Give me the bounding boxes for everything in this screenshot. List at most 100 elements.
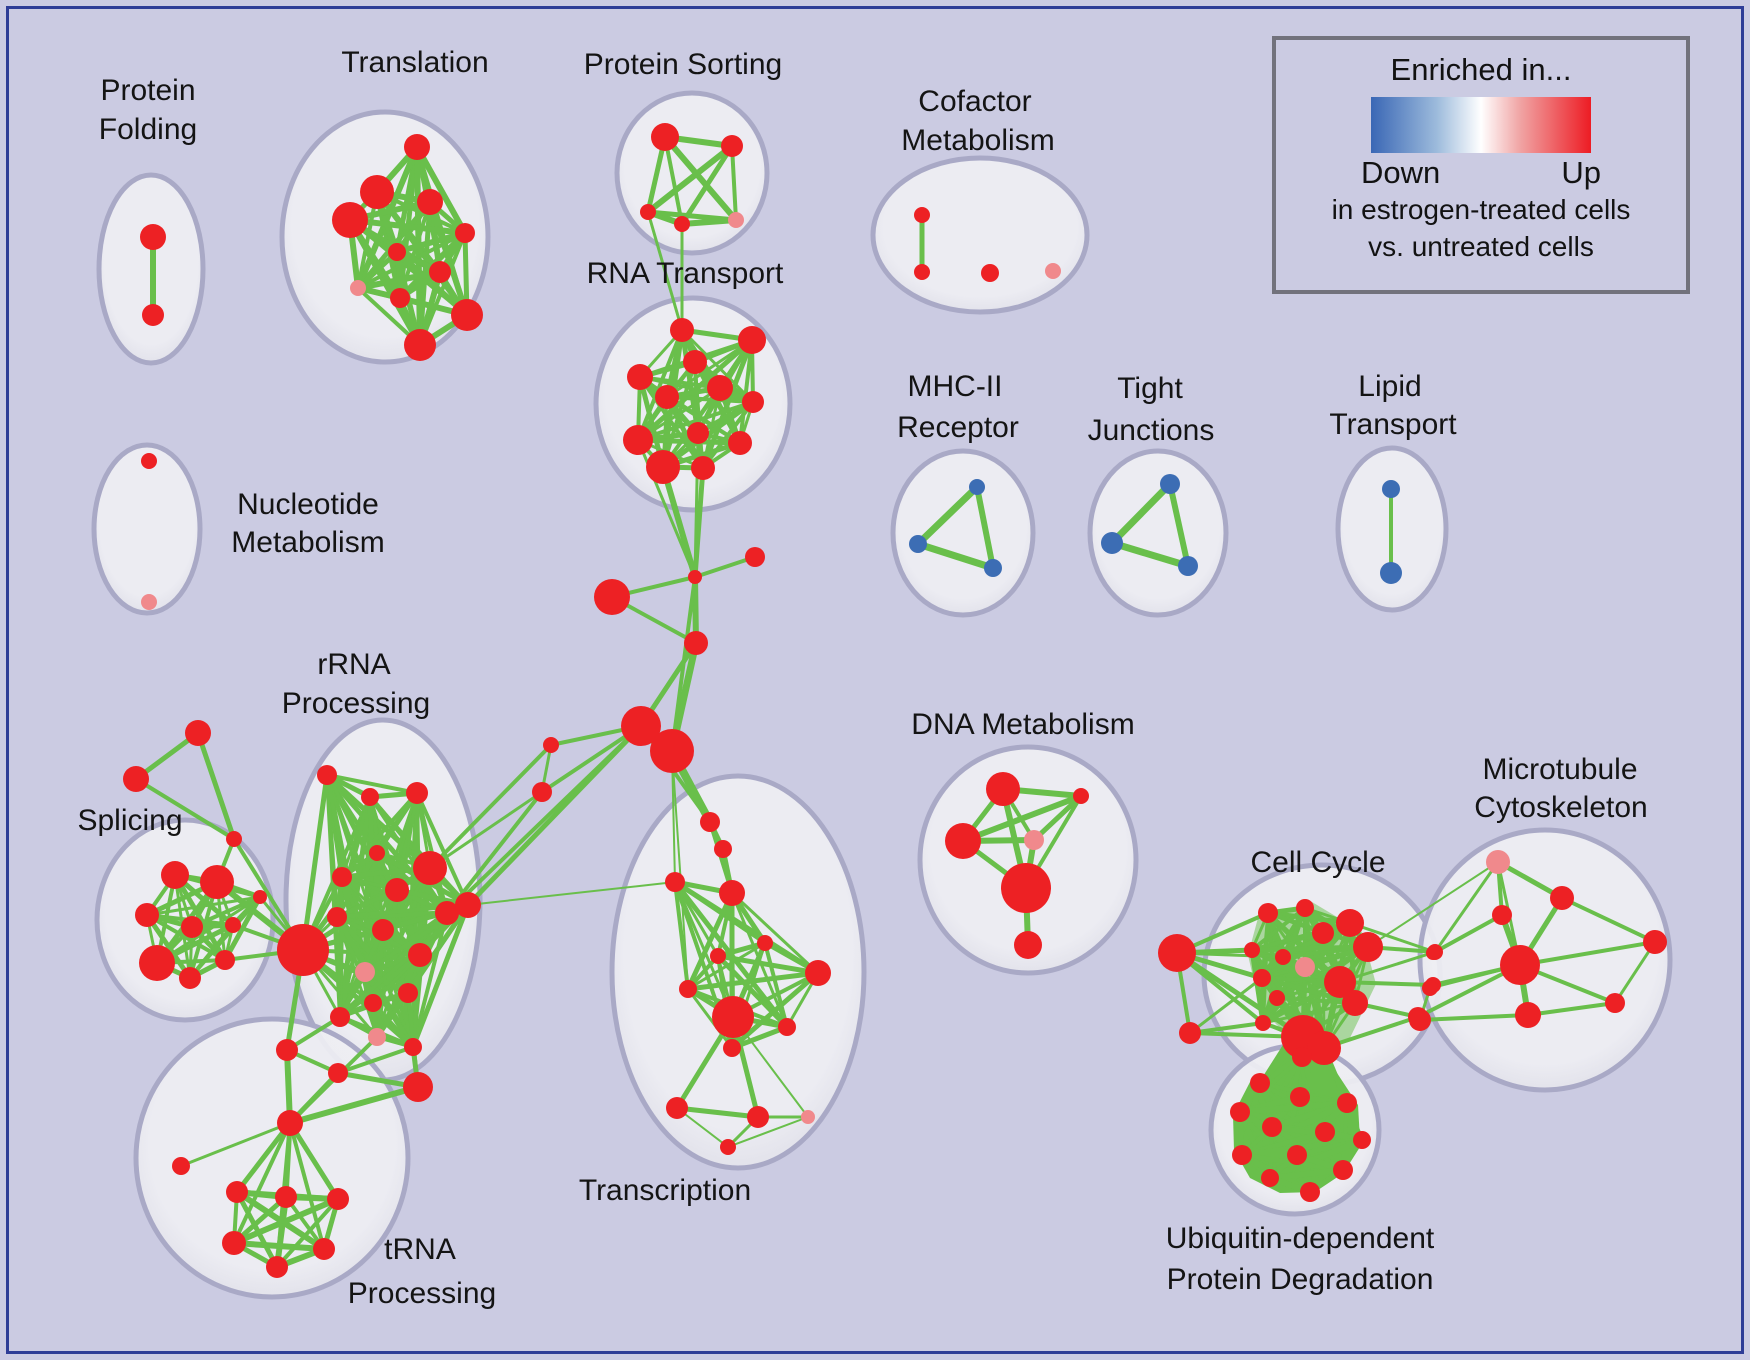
edge [411,953,422,1049]
edge [1367,861,1499,948]
node-sp8 [215,950,235,970]
node-tr11 [404,329,436,361]
node-l1 [1382,480,1400,498]
edge [362,969,416,1050]
node-rt10 [728,431,752,455]
node-sp2 [200,865,234,899]
node-tc3 [665,872,685,892]
node-rt7 [742,391,764,413]
node-mt2 [1550,886,1574,910]
node-ub13 [1300,1182,1320,1202]
edge [415,791,470,907]
node-ps1 [651,123,679,151]
edge [730,891,820,975]
edge [685,890,735,992]
node-mt7 [1515,1002,1541,1028]
edge [1418,1013,1530,1022]
node-rt6 [707,375,733,401]
edge [636,400,755,442]
edge [663,135,684,226]
edge [428,790,544,870]
node-lo2 [1179,1022,1201,1044]
cluster-dna-metabolism-label-0: DNA Metabolism [911,708,1134,741]
node-dn5 [1001,863,1051,913]
node-ub11 [1333,1160,1353,1180]
node-ps2 [721,135,743,157]
edge [1250,906,1307,952]
node-tj [277,1110,303,1136]
edge [680,328,755,404]
cluster-trna-processing-label-0: tRNA [384,1233,456,1266]
edge [355,269,443,291]
node-n1 [141,453,157,469]
edge [974,484,996,571]
node-g3 [1178,556,1198,576]
node-tr2 [360,175,394,209]
node-n2 [141,594,157,610]
node-pf2 [142,304,164,326]
edge [636,386,722,442]
node-h3 [327,1188,349,1210]
cluster-nucleotide-metabolism-label-0: Nucleotide [237,488,379,521]
node-ps3 [640,204,656,220]
node-ub7 [1315,1122,1335,1142]
cluster-mhc-ii-receptor-label-0: MHC-II [908,370,1003,403]
node-sp1 [161,861,189,889]
node-m3 [984,559,1002,577]
legend: Enriched in... Down Up in estrogen-treat… [1272,36,1690,294]
edge [410,902,471,1050]
node-t2 [123,766,149,792]
cluster-labels: Protein Folding Translation Protein Sorting… [77,46,1647,1310]
node-cm4 [1045,263,1061,279]
node-rr5 [332,867,352,887]
cluster-cofactor-metabolism-label-0: Cofactor [918,85,1031,118]
node-tc9 [712,996,754,1038]
node-ub6 [1262,1117,1282,1137]
node-rr8 [435,901,459,925]
edge [1188,976,1264,1035]
cluster-microtubule-cytoskeleton-label-1: Cytoskeleton [1474,791,1647,824]
node-cm1 [914,207,930,223]
node-mt9 [1409,1009,1431,1031]
node-dn3 [945,823,981,859]
edge [701,400,755,470]
node-cy1 [1258,903,1278,923]
edge [730,144,738,222]
node-rt12 [691,456,715,480]
node-cc5 [543,737,559,753]
edge [1526,1001,1617,1017]
edge [467,881,676,906]
cluster-mhc-ii-receptor-label-1: Receptor [897,411,1019,444]
node-h2 [275,1186,297,1208]
node-cc4 [684,631,708,655]
edge [645,143,735,215]
legend-up-label: Up [1561,155,1601,190]
node-rt2 [738,326,766,354]
cluster-mhc-ii-receptor-ellipse [890,448,1036,618]
edge [445,790,544,915]
edge [1613,940,1657,1005]
edge [1108,480,1174,547]
node-rr1 [317,765,337,785]
node-rr4 [369,845,385,861]
node-ub9 [1232,1145,1252,1165]
cluster-trna-processing-label-1: Processing [348,1277,496,1310]
edge [1495,859,1565,901]
node-cy15 [1307,1031,1341,1065]
cluster-rrna-processing-label-1: Processing [282,687,430,720]
node-rr10 [372,919,394,941]
node-rr6 [413,851,447,885]
node-pf1 [140,224,166,250]
node-ps5 [728,212,744,228]
edge [662,134,739,223]
node-ub8 [1353,1131,1371,1149]
node-hub1 [621,706,661,746]
edge [231,1196,341,1246]
edge [288,1121,326,1251]
edge [635,437,743,446]
edge [727,1116,809,1148]
node-sp9 [253,890,267,904]
edge [914,483,981,548]
edge [638,375,705,470]
node-tc12 [666,1097,688,1119]
